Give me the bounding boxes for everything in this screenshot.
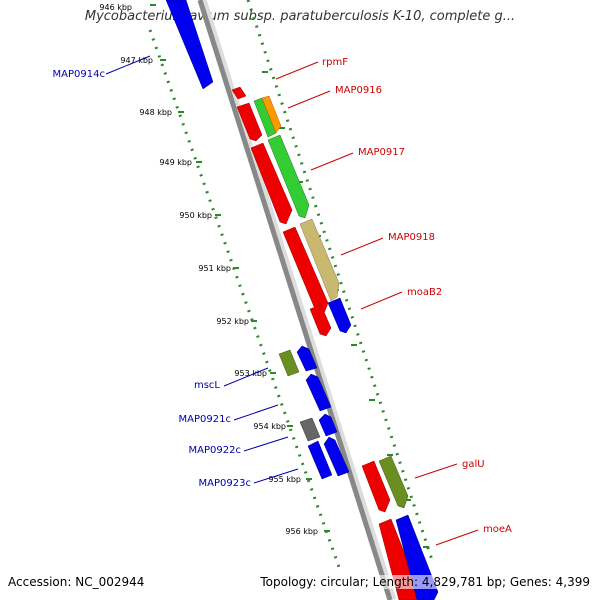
leader-MAP0922c xyxy=(243,436,289,452)
forward-strand-segment[interactable] xyxy=(250,142,293,225)
reverse-gene[interactable] xyxy=(278,349,300,377)
leader-rpmF xyxy=(275,61,319,80)
gene-label-mscL[interactable]: mscL xyxy=(194,380,220,391)
tick-label: 955 kbp xyxy=(268,475,301,484)
tick-label: 952 kbp xyxy=(216,317,249,326)
forward-gene-MAP0917[interactable] xyxy=(267,134,310,219)
forward-strand-segment[interactable] xyxy=(231,86,247,100)
gene-label-MAP0914c[interactable]: MAP0914c xyxy=(53,69,105,80)
tick-label: 954 kbp xyxy=(253,422,286,431)
gene-label-galU[interactable]: galU xyxy=(462,459,485,470)
leader-galU xyxy=(414,463,458,479)
tick-label: 948 kbp xyxy=(139,108,172,117)
gene-label-MAP0923c[interactable]: MAP0923c xyxy=(199,478,251,489)
tick-label: 947 kbp xyxy=(120,56,153,65)
gene-label-moeA[interactable]: moeA xyxy=(483,524,512,535)
leader-MAP0923c xyxy=(253,468,299,484)
reverse-gene-MAP0921c[interactable] xyxy=(305,373,332,412)
gene-label-rpmF[interactable]: rpmF xyxy=(322,57,348,68)
leader-moaB2 xyxy=(360,291,403,310)
tick-label: 950 kbp xyxy=(179,211,212,220)
leader-moeA xyxy=(435,529,479,546)
gene-label-MAP0917[interactable]: MAP0917 xyxy=(358,147,405,158)
forward-strand-segment[interactable] xyxy=(309,304,332,337)
reverse-gene-MAP0922c[interactable] xyxy=(318,413,338,437)
leader-MAP0917 xyxy=(310,152,354,171)
forward-gene-MAP0918[interactable] xyxy=(299,218,340,302)
forward-gene-moaB2[interactable] xyxy=(327,297,352,334)
leader-MAP0921c xyxy=(233,404,279,421)
reverse-gene[interactable] xyxy=(299,417,321,442)
accession-label: Accession: NC_002944 xyxy=(8,575,145,589)
leader-MAP0914c xyxy=(105,55,151,75)
gene-label-MAP0918[interactable]: MAP0918 xyxy=(388,232,435,243)
forward-gene-MAP0916[interactable] xyxy=(261,95,282,134)
forward-strand-segment[interactable] xyxy=(236,102,263,142)
tick-label: 949 kbp xyxy=(159,158,192,167)
gene-label-MAP0922c[interactable]: MAP0922c xyxy=(189,445,241,456)
reverse-gene-MAP0923c[interactable] xyxy=(307,440,333,480)
reverse-gene-MAP0914c[interactable] xyxy=(165,0,214,90)
tick-label: 956 kbp xyxy=(285,527,318,536)
reverse-gene[interactable] xyxy=(323,436,350,477)
tick-marks xyxy=(150,4,429,548)
backbone xyxy=(197,0,393,600)
leader-mscL xyxy=(223,367,269,387)
gene-label-moaB2[interactable]: moaB2 xyxy=(407,287,442,298)
genome-summary: Topology: circular; Length: 4,829,781 bp… xyxy=(260,575,590,589)
tick-label: 951 kbp xyxy=(198,264,231,273)
reverse-gene-mscL[interactable] xyxy=(296,345,318,372)
tick-label: 953 kbp xyxy=(234,369,267,378)
forward-strand-segment[interactable] xyxy=(361,460,391,513)
gene-label-MAP0916[interactable]: MAP0916 xyxy=(335,85,382,96)
forward-strand-segment[interactable] xyxy=(282,226,329,317)
forward-gene-galU[interactable] xyxy=(378,455,409,509)
leader-MAP0918 xyxy=(340,237,384,256)
leader-MAP0916 xyxy=(287,90,331,109)
tick-label: 946 kbp xyxy=(99,3,132,12)
gene-label-MAP0921c[interactable]: MAP0921c xyxy=(179,414,231,425)
